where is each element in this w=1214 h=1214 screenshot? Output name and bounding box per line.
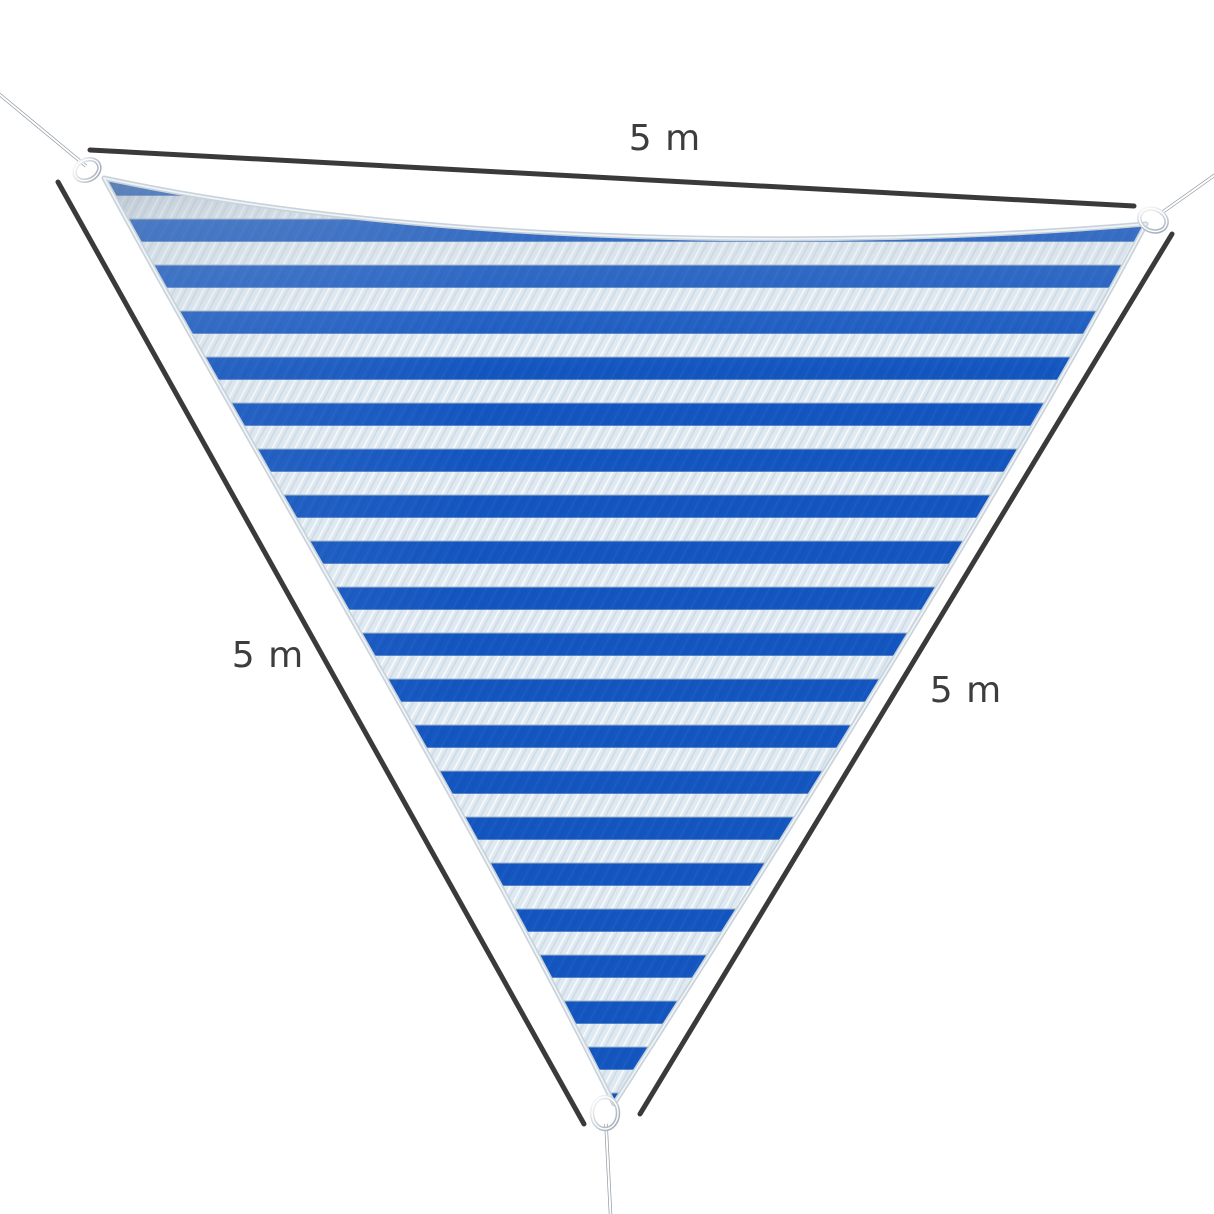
dimension-labels: 5 m 5 m 5 m bbox=[232, 118, 1002, 711]
rope-bottom-core bbox=[605, 1123, 612, 1214]
dimension-line-right bbox=[637, 231, 1175, 1117]
grommet-ring-top-right-highlight bbox=[1138, 207, 1168, 233]
rope-top-left-core bbox=[0, 93, 87, 167]
grommet-ring-bottom-highlight bbox=[591, 1096, 619, 1130]
dimension-lines bbox=[55, 147, 1175, 1127]
rope-top-right-core bbox=[1159, 174, 1214, 215]
sail-hem-highlight bbox=[103, 177, 1147, 1105]
dimension-line-top bbox=[87, 147, 1137, 209]
rope-top-left bbox=[0, 92, 88, 168]
dimension-label-left: 5 m bbox=[232, 635, 304, 676]
dimension-label-top: 5 m bbox=[629, 118, 701, 159]
mounting-ropes bbox=[0, 92, 1214, 1214]
dimension-label-right: 5 m bbox=[930, 670, 1002, 711]
grommet-ring-top-left-highlight bbox=[73, 158, 101, 182]
corner-rings bbox=[72, 157, 1169, 1132]
dimension-line-left bbox=[55, 179, 587, 1127]
